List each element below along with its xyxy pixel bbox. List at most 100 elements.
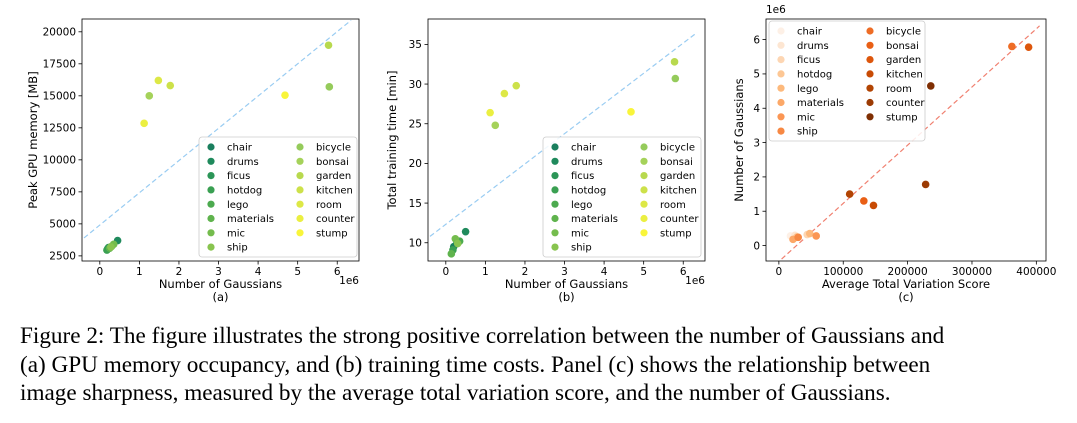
legend-label-bicycle: bicycle: [316, 143, 351, 154]
x-tick-label: 3: [215, 266, 222, 278]
legend-label-chair: chair: [797, 27, 823, 38]
point-bicycle: [325, 83, 334, 91]
legend: chair drums ficus hotdog lego materials mic shi…: [768, 20, 926, 142]
point-kitchen: [166, 81, 175, 90]
x-tick-label: 6: [680, 266, 687, 278]
legend-box: [542, 136, 702, 258]
legend-label-bonsai: bonsai: [660, 157, 693, 168]
y-tick-label: 3: [753, 137, 760, 149]
trend-line: [429, 32, 698, 237]
legend-marker-hotdog: [777, 70, 785, 78]
trend-line: [778, 25, 1040, 261]
legend-marker-counter: [866, 98, 874, 107]
legend-marker-ship: [551, 243, 559, 251]
legend-label-bicycle: bicycle: [660, 143, 695, 154]
x-tick-label: 3: [561, 266, 568, 278]
x-tick-label: 5: [640, 266, 647, 278]
legend-label-ship: ship: [797, 127, 818, 138]
legend: chair drums ficus hotdog lego materials mic shi…: [542, 136, 702, 258]
x-tick-label: 2: [522, 266, 529, 278]
x-tick-label: 0: [776, 266, 783, 278]
legend-label-lego: lego: [571, 200, 592, 211]
x-offset-text: 1e6: [685, 275, 705, 287]
caption-line: Figure 2: The figure illustrates the str…: [20, 323, 945, 349]
x-tick-label: 4: [601, 266, 608, 278]
x-offset-text: 1e6: [339, 275, 359, 287]
legend-marker-chair: [551, 143, 559, 151]
figure-caption: Figure 2: The figure illustrates the str…: [20, 322, 1065, 408]
legend-marker-kitchen: [866, 70, 874, 78]
legend-label-ficus: ficus: [227, 171, 250, 182]
point-counter: [486, 108, 494, 117]
legend-label-hotdog: hotdog: [227, 186, 262, 197]
legend-marker-garden: [296, 172, 304, 180]
legend-label-lego: lego: [797, 84, 818, 95]
legend-label-counter: counter: [660, 214, 699, 225]
legend-label-stump: stump: [316, 228, 348, 239]
y-tick-label: 30: [409, 79, 422, 91]
legend-label-bicycle: bicycle: [886, 27, 921, 38]
point-ship: [794, 233, 802, 242]
legend-label-kitchen: kitchen: [316, 186, 353, 197]
legend-marker-lego: [207, 200, 215, 208]
legend-label-kitchen: kitchen: [886, 70, 923, 81]
point-room: [154, 76, 163, 85]
point-bonsai: [491, 121, 500, 130]
chart-panel-1: 0 1 2 3 4 5 6 2500 5000 7500 10000 12500 15000 17500 2…: [26, 18, 360, 304]
legend-label-mic: mic: [227, 228, 245, 239]
legend-marker-counter: [640, 214, 648, 223]
y-tick-label: 10: [409, 237, 422, 249]
y-tick-label: 20: [409, 158, 422, 170]
legend-marker-room: [296, 200, 304, 208]
point-counter: [140, 119, 148, 128]
legend-label-ship: ship: [227, 243, 248, 254]
x-tick-label: 5: [294, 266, 301, 278]
legend-marker-chair: [777, 27, 785, 35]
legend-label-mic: mic: [571, 228, 589, 239]
y-tick-label: 1: [753, 206, 760, 218]
x-tick-label: 4: [255, 266, 262, 278]
legend-marker-room: [640, 200, 648, 208]
legend-marker-garden: [640, 172, 648, 180]
point-kitchen: [869, 201, 878, 210]
legend-marker-garden: [866, 56, 874, 64]
legend-marker-mic: [207, 229, 215, 237]
legend-label-hotdog: hotdog: [571, 186, 606, 197]
legend-marker-kitchen: [640, 186, 648, 194]
legend-label-garden: garden: [316, 171, 351, 182]
legend-label-ficus: ficus: [571, 171, 594, 182]
y-tick-label: 6: [753, 34, 760, 46]
legend-label-chair: chair: [227, 143, 253, 154]
x-tick-label: 6: [334, 266, 341, 278]
legend-label-ship: ship: [571, 243, 592, 254]
legend-label-stump: stump: [660, 228, 692, 239]
legend-label-materials: materials: [227, 214, 274, 225]
legend-label-hotdog: hotdog: [797, 70, 832, 81]
legend-label-mic: mic: [797, 112, 815, 123]
y-tick-label: 5000: [49, 219, 76, 231]
point-counter: [921, 180, 930, 189]
legend-marker-materials: [777, 98, 785, 107]
x-tick-label: 0: [442, 266, 449, 278]
legend-marker-room: [866, 84, 874, 92]
y-tick-label: 7500: [49, 187, 76, 199]
legend-marker-materials: [551, 214, 559, 223]
x-tick-label: 1: [136, 266, 143, 278]
y-axis-label: Number of Gaussians: [732, 78, 746, 201]
legend-label-counter: counter: [316, 214, 355, 225]
y-offset-text: 1e6: [766, 4, 786, 16]
legend-label-chair: chair: [571, 143, 597, 154]
legend-label-materials: materials: [571, 214, 618, 225]
legend-label-room: room: [660, 200, 686, 211]
point-stump: [281, 91, 289, 99]
legend-marker-ficus: [777, 56, 785, 64]
legend-marker-mic: [777, 113, 785, 121]
legend-box: [768, 20, 926, 142]
legend-marker-lego: [551, 200, 559, 208]
y-tick-label: 17500: [43, 59, 76, 71]
x-axis-label: Number of Gaussians: [159, 277, 282, 291]
x-axis-label: Average Total Variation Score: [822, 277, 990, 291]
y-tick-label: 5: [753, 69, 760, 81]
point-garden: [324, 41, 333, 50]
